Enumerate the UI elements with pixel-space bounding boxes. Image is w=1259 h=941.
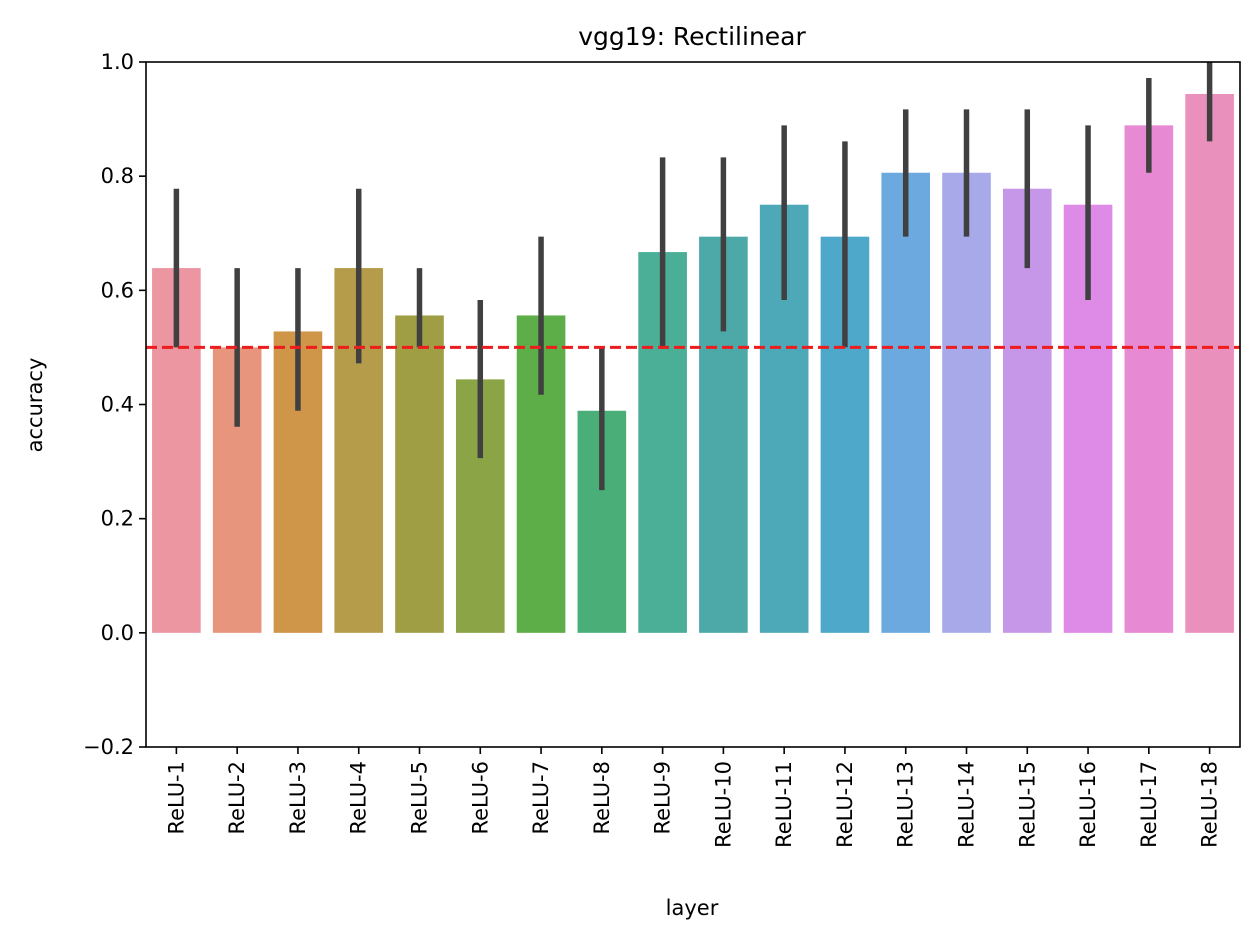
x-tick-label: ReLU-16 (1076, 761, 1100, 848)
x-axis: ReLU-1 ReLU-2 ReLU-3 ReLU-4 ReLU-5 ReLU-6 ReLU… (164, 747, 1222, 848)
y-tick-label: −0.2 (83, 735, 134, 759)
x-tick-label: ReLU-2 (225, 761, 249, 835)
error-bars-layer (173, 62, 1213, 491)
x-tick-label: ReLU-11 (772, 761, 796, 848)
bar-relu-13 (881, 172, 931, 633)
x-tick-label: ReLU-13 (894, 761, 918, 848)
x-axis-label: layer (666, 896, 719, 920)
x-tick-label: ReLU-1 (164, 761, 188, 835)
x-tick-label: ReLU-7 (529, 761, 553, 835)
bar-relu-5 (395, 315, 444, 633)
y-axis-label: accuracy (23, 358, 47, 453)
x-tick-label: ReLU-4 (347, 761, 371, 835)
x-tick-label: ReLU-12 (833, 761, 857, 848)
bars-layer (152, 93, 1234, 633)
y-tick-label: 0.8 (101, 164, 134, 188)
y-tick-label: 0.4 (101, 393, 134, 417)
x-tick-label: ReLU-5 (408, 761, 432, 835)
y-tick-label: 0.6 (101, 278, 134, 302)
x-tick-label: ReLU-3 (286, 761, 310, 835)
y-axis: −0.2 0.0 0.2 0.4 0.6 0.8 1.0 (83, 50, 146, 759)
y-tick-label: 0.0 (101, 621, 134, 645)
x-tick-label: ReLU-6 (468, 761, 492, 835)
x-tick-label: ReLU-14 (955, 761, 979, 848)
y-tick-label: 1.0 (101, 50, 134, 74)
chart-title: vgg19: Rectilinear (578, 22, 806, 51)
x-tick-label: ReLU-9 (651, 761, 675, 835)
x-tick-label: ReLU-17 (1137, 761, 1161, 848)
x-tick-label: ReLU-18 (1198, 761, 1222, 848)
y-tick-label: 0.2 (101, 507, 134, 531)
x-tick-label: ReLU-15 (1015, 761, 1039, 848)
x-tick-label: ReLU-10 (711, 761, 735, 848)
bar-relu-14 (942, 172, 991, 633)
bar-relu-17 (1124, 125, 1174, 633)
bar-relu-18 (1185, 93, 1234, 633)
x-tick-label: ReLU-8 (590, 761, 614, 835)
